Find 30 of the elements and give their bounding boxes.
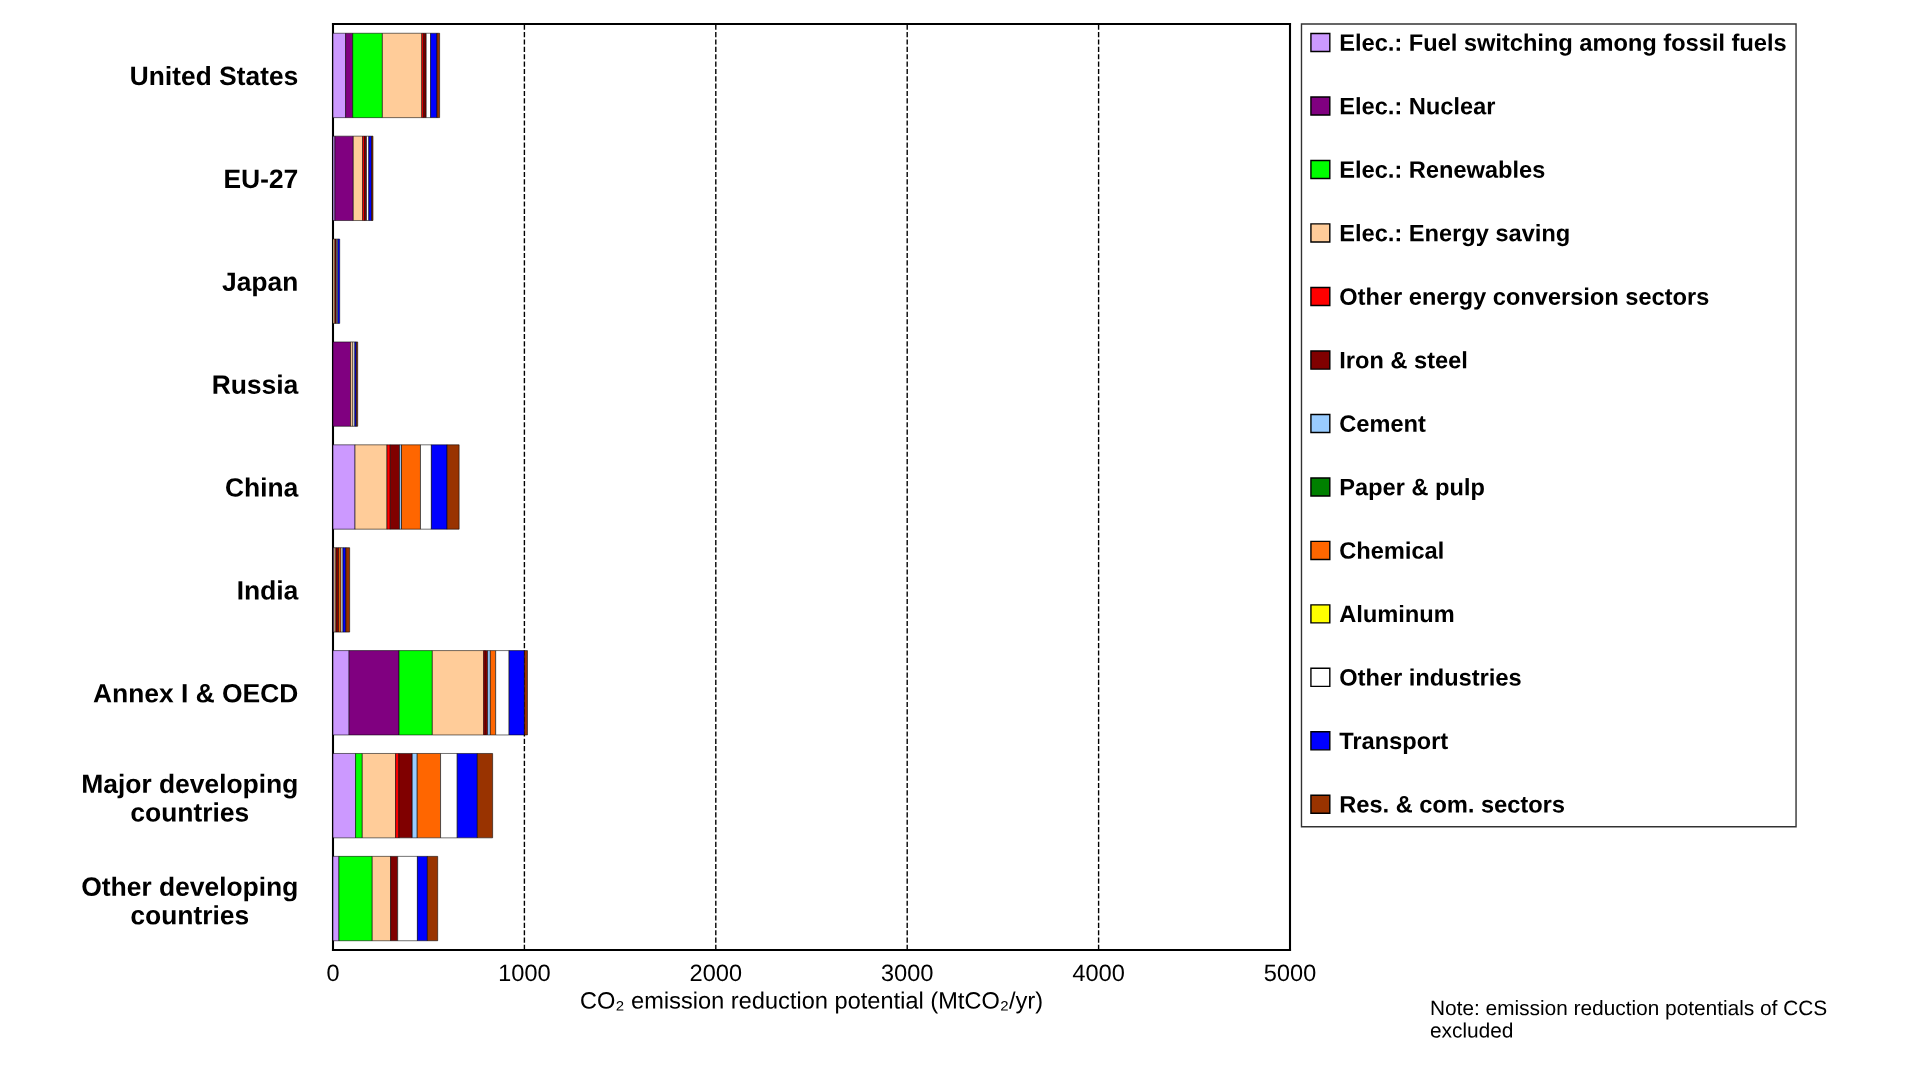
x-tick-label: 3000 — [881, 964, 933, 982]
x-tick-label: 1000 — [499, 964, 550, 982]
y-tick-label: EU-27 — [225, 169, 298, 189]
legend-label: Res. & com. sectors — [1340, 796, 1565, 813]
y-tick-label: China — [226, 477, 299, 497]
x-tick-label: 0 — [327, 964, 339, 982]
legend-label: Transport — [1339, 732, 1448, 754]
legend-label: Elec.: Renewables — [1340, 160, 1545, 178]
legend-label: Aluminum — [1339, 604, 1454, 623]
legend-label: Elec.: Nuclear — [1340, 97, 1496, 115]
x-tick-label: 5000 — [1264, 964, 1316, 982]
legend-label: Elec.: Energy saving — [1340, 224, 1569, 247]
legend-label: Cement — [1340, 415, 1426, 432]
y-tick-label: Annex I & OECD — [93, 683, 298, 703]
legend-label: Other energy conversion sectors — [1340, 287, 1709, 310]
x-tick-label: 2000 — [690, 964, 742, 982]
y-tick-label: Other developing countries — [82, 876, 297, 925]
y-tick-label: United States — [131, 65, 298, 86]
x-axis-title: CO₂ emission reduction potential (MtCO₂/yr) — [581, 991, 1042, 1014]
legend-label: Chemical — [1340, 541, 1443, 559]
y-tick-label: Russia — [213, 374, 299, 394]
x-tick-label: 4000 — [1072, 964, 1124, 982]
legend-label: Elec.: Fuel switching among fossil fuels — [1340, 33, 1786, 56]
text: Note: emission reduction potentials of CCS excluded — [1430, 1000, 1827, 1038]
y-tick-label: Japan — [222, 272, 297, 297]
legend-label: Paper & pulp — [1340, 478, 1484, 501]
legend-label: Iron & steel — [1340, 351, 1467, 369]
y-tick-label: Major developing countries — [83, 773, 297, 822]
legend-label: Other industries — [1340, 668, 1521, 686]
y-tick-label: India — [238, 580, 299, 600]
